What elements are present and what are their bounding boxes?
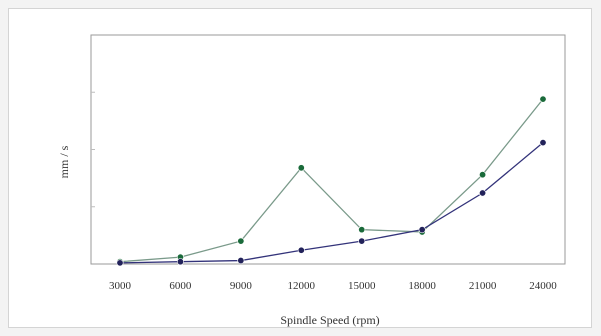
x-tick-label: 15000 <box>348 280 376 292</box>
plot-border <box>90 34 566 265</box>
x-tick-label: 18000 <box>408 280 436 292</box>
series-2-point <box>358 237 366 245</box>
series-2-point <box>297 246 305 254</box>
series-1-point <box>358 226 366 234</box>
x-tick-label: 21000 <box>469 280 497 292</box>
series-2-point <box>479 189 487 197</box>
series-2-point <box>539 139 547 147</box>
series-1-point <box>237 237 245 245</box>
series-1-point <box>539 95 547 103</box>
x-tick-label: 9000 <box>230 280 253 292</box>
series-2-point <box>116 259 124 267</box>
x-tick-label: 6000 <box>169 280 192 292</box>
series-2-point <box>418 226 426 234</box>
series-1-point <box>479 171 487 179</box>
series-2-point <box>237 257 245 265</box>
series-2-line <box>119 142 544 264</box>
x-tick-label: 24000 <box>529 280 557 292</box>
x-tick-label: 3000 <box>109 280 132 292</box>
series-1-line <box>119 98 544 263</box>
x-axis-label: Spindle Speed (rpm) <box>280 313 379 327</box>
y-axis-label: mm / s <box>57 145 71 178</box>
series-1-point <box>297 164 305 172</box>
x-tick-label: 12000 <box>288 280 316 292</box>
series-2-point <box>176 258 184 266</box>
